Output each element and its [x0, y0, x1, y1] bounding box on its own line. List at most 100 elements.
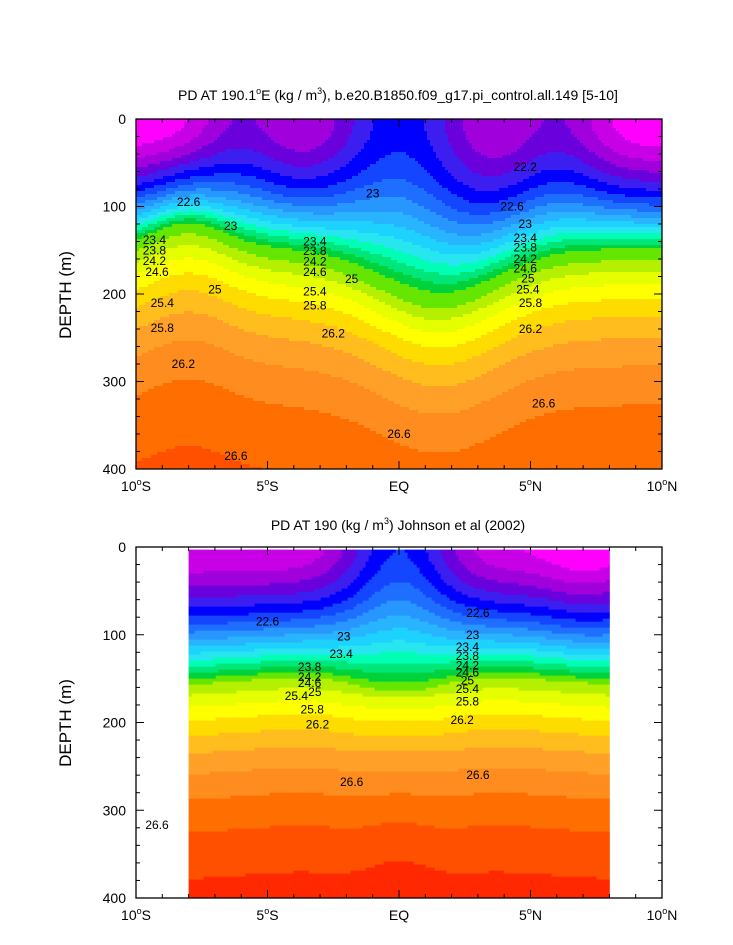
- contour-cell: [307, 149, 310, 152]
- contour-cell: [181, 134, 184, 137]
- contour-cell: [262, 122, 265, 125]
- contour-cell: [400, 122, 403, 125]
- contour-cell: [595, 125, 598, 128]
- contour-cell: [139, 179, 142, 182]
- contour-cell: [394, 152, 397, 155]
- contour-cell: [283, 164, 286, 167]
- contour-cell: [262, 161, 265, 164]
- contour-cell: [226, 200, 229, 203]
- contour-cell: [346, 176, 349, 179]
- contour-cell: [598, 128, 601, 131]
- contour-cell: [571, 185, 574, 188]
- contour-cell: [526, 140, 529, 143]
- contour-cell: [223, 155, 226, 158]
- contour-cell: [460, 200, 463, 203]
- contour-cell: [226, 176, 229, 179]
- contour-cell: [595, 185, 598, 188]
- contour-cell: [169, 173, 172, 176]
- contour-cell: [574, 194, 577, 197]
- contour-cell: [379, 170, 382, 173]
- contour-cell: [418, 170, 421, 173]
- contour-cell: [397, 158, 400, 161]
- contour-cell: [640, 164, 643, 167]
- contour-cell: [235, 173, 238, 176]
- contour-cell: [433, 143, 436, 146]
- contour-cell: [361, 140, 364, 143]
- contour-cell: [190, 125, 193, 128]
- contour-cell: [214, 140, 217, 143]
- contour-cell: [256, 152, 259, 155]
- contour-cell: [283, 158, 286, 161]
- contour-cell: [607, 188, 610, 191]
- contour-cell: [466, 137, 469, 140]
- contour-cell: [229, 185, 232, 188]
- contour-cell: [412, 125, 415, 128]
- contour-cell: [178, 137, 181, 140]
- contour-cell: [163, 131, 166, 134]
- contour-cell: [310, 173, 313, 176]
- contour-cell: [355, 191, 358, 194]
- contour-cell: [427, 149, 430, 152]
- contour-cell: [427, 140, 430, 143]
- contour-cell: [589, 143, 592, 146]
- contour-cell: [382, 194, 385, 197]
- contour-cell: [373, 164, 376, 167]
- contour-cell: [139, 176, 142, 179]
- contour-cell: [634, 179, 637, 182]
- contour-cell: [508, 176, 511, 179]
- contour-cell: [271, 149, 274, 152]
- contour-cell: [598, 164, 601, 167]
- contour-cell: [490, 194, 493, 197]
- contour-cell: [460, 182, 463, 185]
- contour-cell: [565, 152, 568, 155]
- contour-cell: [160, 128, 163, 131]
- contour-cell: [178, 134, 181, 137]
- contour-cell: [202, 203, 205, 206]
- contour-cell: [259, 134, 262, 137]
- contour-cell: [640, 140, 643, 143]
- contour-cell: [490, 200, 493, 203]
- contour-cell: [538, 194, 541, 197]
- contour-cell: [418, 191, 421, 194]
- contour-cell: [181, 164, 184, 167]
- contour-cell: [139, 149, 142, 152]
- contour-cell: [577, 131, 580, 134]
- contour-cell: [460, 188, 463, 191]
- contour-cell: [589, 176, 592, 179]
- contour-cell: [649, 152, 652, 155]
- contour-cell: [331, 173, 334, 176]
- contour-cell: [526, 194, 529, 197]
- contour-cell: [262, 134, 265, 137]
- contour-cell: [625, 176, 628, 179]
- contour-cell: [529, 137, 532, 140]
- contour-cell: [562, 155, 565, 158]
- contour-cell: [562, 200, 565, 203]
- contour-cell: [607, 140, 610, 143]
- contour-cell: [397, 185, 400, 188]
- contour-cell: [493, 143, 496, 146]
- contour-cell: [139, 185, 142, 188]
- contour-cell: [628, 152, 631, 155]
- contour-cell: [616, 134, 619, 137]
- contour-cell: [154, 191, 157, 194]
- contour-cell: [415, 158, 418, 161]
- contour-cell: [460, 191, 463, 194]
- contour-cell: [574, 191, 577, 194]
- contour-cell: [358, 152, 361, 155]
- contour-cell: [583, 149, 586, 152]
- contour-cell: [154, 188, 157, 191]
- contour-cell: [445, 149, 448, 152]
- contour-cell: [565, 158, 568, 161]
- contour-cell: [430, 158, 433, 161]
- contour-cell: [295, 161, 298, 164]
- contour-cell: [391, 200, 394, 203]
- contour-cell: [613, 194, 616, 197]
- contour-cell: [625, 155, 628, 158]
- contour-cell: [220, 164, 223, 167]
- contour-cell: [412, 185, 415, 188]
- contour-cell: [298, 197, 301, 200]
- contour-cell: [286, 134, 289, 137]
- contour-cell: [268, 197, 271, 200]
- contour-cell: [379, 200, 382, 203]
- contour-cell: [346, 128, 349, 131]
